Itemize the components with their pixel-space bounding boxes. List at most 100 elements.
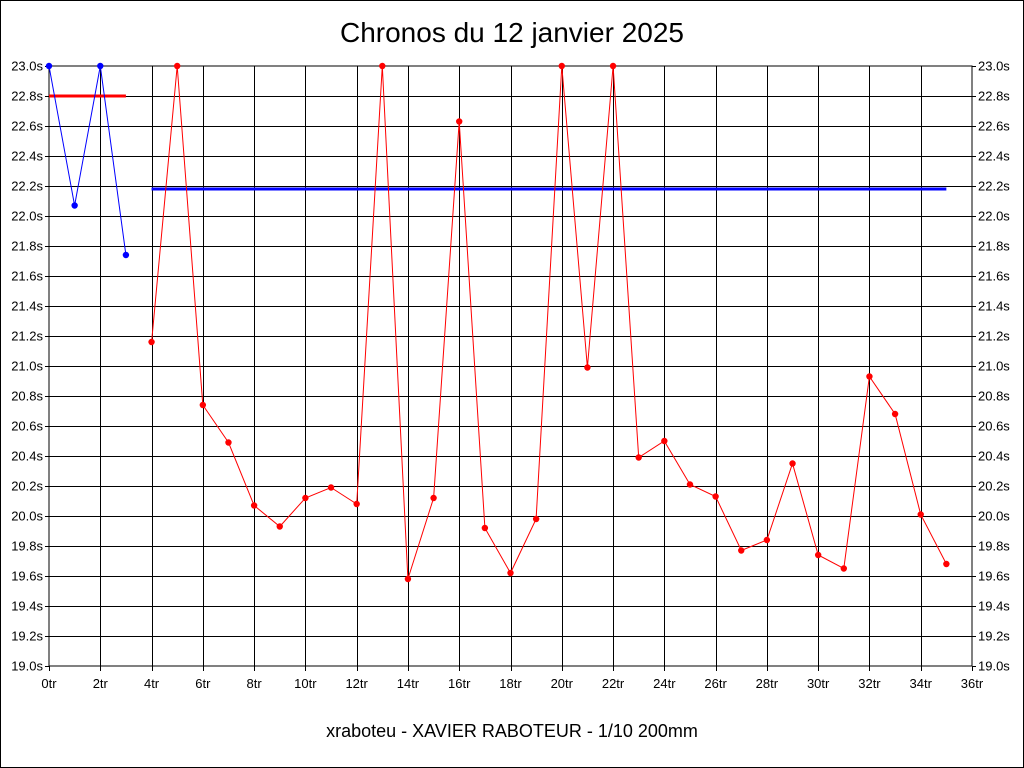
y-tick-label-left: 21.6s (11, 269, 43, 284)
y-tick-label-left: 20.0s (11, 509, 43, 524)
y-tick-label-right: 21.0s (978, 359, 1010, 374)
data-point (661, 437, 668, 445)
y-tick-label-left: 20.4s (11, 449, 43, 464)
data-point (302, 494, 309, 502)
y-tick-label-right: 22.2s (978, 179, 1010, 194)
data-point (97, 62, 104, 70)
data-point (71, 202, 78, 209)
chart-subtitle: xraboteu - XAVIER RABOTEUR - 1/10 200mm (326, 721, 698, 741)
x-tick-label: 28tr (756, 676, 779, 691)
y-tick-label-right: 22.4s (978, 149, 1010, 164)
y-tick-label-left: 23.0s (11, 59, 43, 74)
data-point (917, 511, 924, 518)
data-point (686, 481, 694, 488)
y-tick-label-left: 21.4s (11, 299, 43, 314)
x-tick-label: 12tr (345, 676, 368, 691)
x-tick-label: 10tr (294, 676, 317, 691)
data-point (45, 62, 53, 70)
y-tick-label-right: 19.8s (978, 539, 1010, 554)
y-tick-label-left: 22.0s (11, 209, 43, 224)
y-tick-label-right: 22.0s (978, 209, 1010, 224)
data-point (738, 547, 745, 554)
data-point (173, 62, 181, 70)
axis-ticks: 0tr 2tr 4tr 6tr 8tr 10tr 12tr 14tr 16tr 18tr 20tr 2… (11, 59, 1010, 692)
y-tick-label-right: 20.4s (978, 449, 1010, 464)
y-tick-label-right: 22.8s (978, 89, 1010, 104)
data-point (148, 338, 155, 346)
x-tick-label: 30tr (807, 676, 830, 691)
y-tick-label-right: 21.2s (978, 329, 1010, 344)
y-tick-label-left: 19.2s (11, 629, 43, 644)
data-point (430, 494, 437, 502)
y-tick-label-right: 21.6s (978, 269, 1010, 284)
y-tick-label-left: 19.8s (11, 539, 43, 554)
x-tick-label: 18tr (499, 676, 522, 691)
x-tick-label: 32tr (858, 676, 881, 691)
x-tick-label: 4tr (144, 676, 160, 691)
y-tick-label-left: 21.2s (11, 329, 43, 344)
data-point (558, 62, 565, 70)
x-tick-label: 16tr (448, 676, 471, 691)
data-point (250, 502, 258, 509)
reference-lines (49, 94, 947, 191)
x-tick-label: 2tr (93, 676, 109, 691)
data-point (891, 410, 899, 418)
grid-lines (49, 66, 972, 666)
data-point (225, 439, 232, 446)
y-tick-label-left: 21.8s (11, 239, 43, 254)
y-tick-label-right: 19.0s (978, 659, 1010, 674)
data-point (814, 551, 822, 559)
y-tick-label-left: 22.4s (11, 149, 43, 164)
data-point (609, 62, 617, 70)
y-tick-label-left: 22.8s (11, 89, 43, 104)
y-tick-label-left: 20.6s (11, 419, 43, 434)
y-tick-label-left: 19.6s (11, 569, 43, 584)
y-tick-label-right: 19.2s (978, 629, 1010, 644)
y-tick-label-right: 21.8s (978, 239, 1010, 254)
y-tick-label-right: 19.4s (978, 599, 1010, 614)
y-tick-label-right: 20.0s (978, 509, 1010, 524)
data-point (122, 251, 130, 259)
data-point (840, 565, 848, 572)
x-tick-label: 20tr (551, 676, 574, 691)
y-tick-label-right: 20.6s (978, 419, 1010, 434)
data-point (712, 493, 719, 500)
series-line (48, 65, 127, 256)
x-tick-label: 24tr (653, 676, 676, 691)
y-tick-label-left: 22.2s (11, 179, 43, 194)
y-tick-label-right: 22.6s (978, 119, 1010, 134)
data-point (789, 460, 796, 467)
y-tick-label-left: 22.6s (11, 119, 43, 134)
y-tick-label-right: 21.4s (978, 299, 1010, 314)
data-point (456, 118, 463, 125)
x-tick-label: 0tr (41, 676, 57, 691)
y-tick-label-right: 19.6s (978, 569, 1010, 584)
y-tick-label-right: 23.0s (978, 59, 1010, 74)
data-point (584, 364, 591, 371)
data-point (866, 373, 873, 380)
data-series (45, 62, 950, 583)
y-tick-label-left: 19.4s (11, 599, 43, 614)
x-tick-label: 8tr (247, 676, 263, 691)
series-line (151, 65, 947, 580)
data-point (327, 484, 335, 491)
data-point (943, 560, 950, 568)
y-tick-label-right: 20.2s (978, 479, 1010, 494)
data-point (276, 523, 283, 530)
x-tick-label: 34tr (910, 676, 933, 691)
data-point (404, 575, 412, 583)
data-point (379, 62, 386, 70)
data-point (353, 500, 360, 508)
data-point (199, 401, 207, 409)
y-tick-label-left: 20.8s (11, 389, 43, 404)
data-point (763, 536, 771, 544)
data-point (481, 524, 489, 532)
y-tick-label-left: 21.0s (11, 359, 43, 374)
y-tick-label-right: 20.8s (978, 389, 1010, 404)
x-tick-label: 6tr (195, 676, 211, 691)
data-point (532, 515, 540, 523)
y-tick-label-left: 19.0s (11, 659, 43, 674)
x-tick-label: 36tr (961, 676, 984, 691)
data-point (507, 569, 514, 577)
